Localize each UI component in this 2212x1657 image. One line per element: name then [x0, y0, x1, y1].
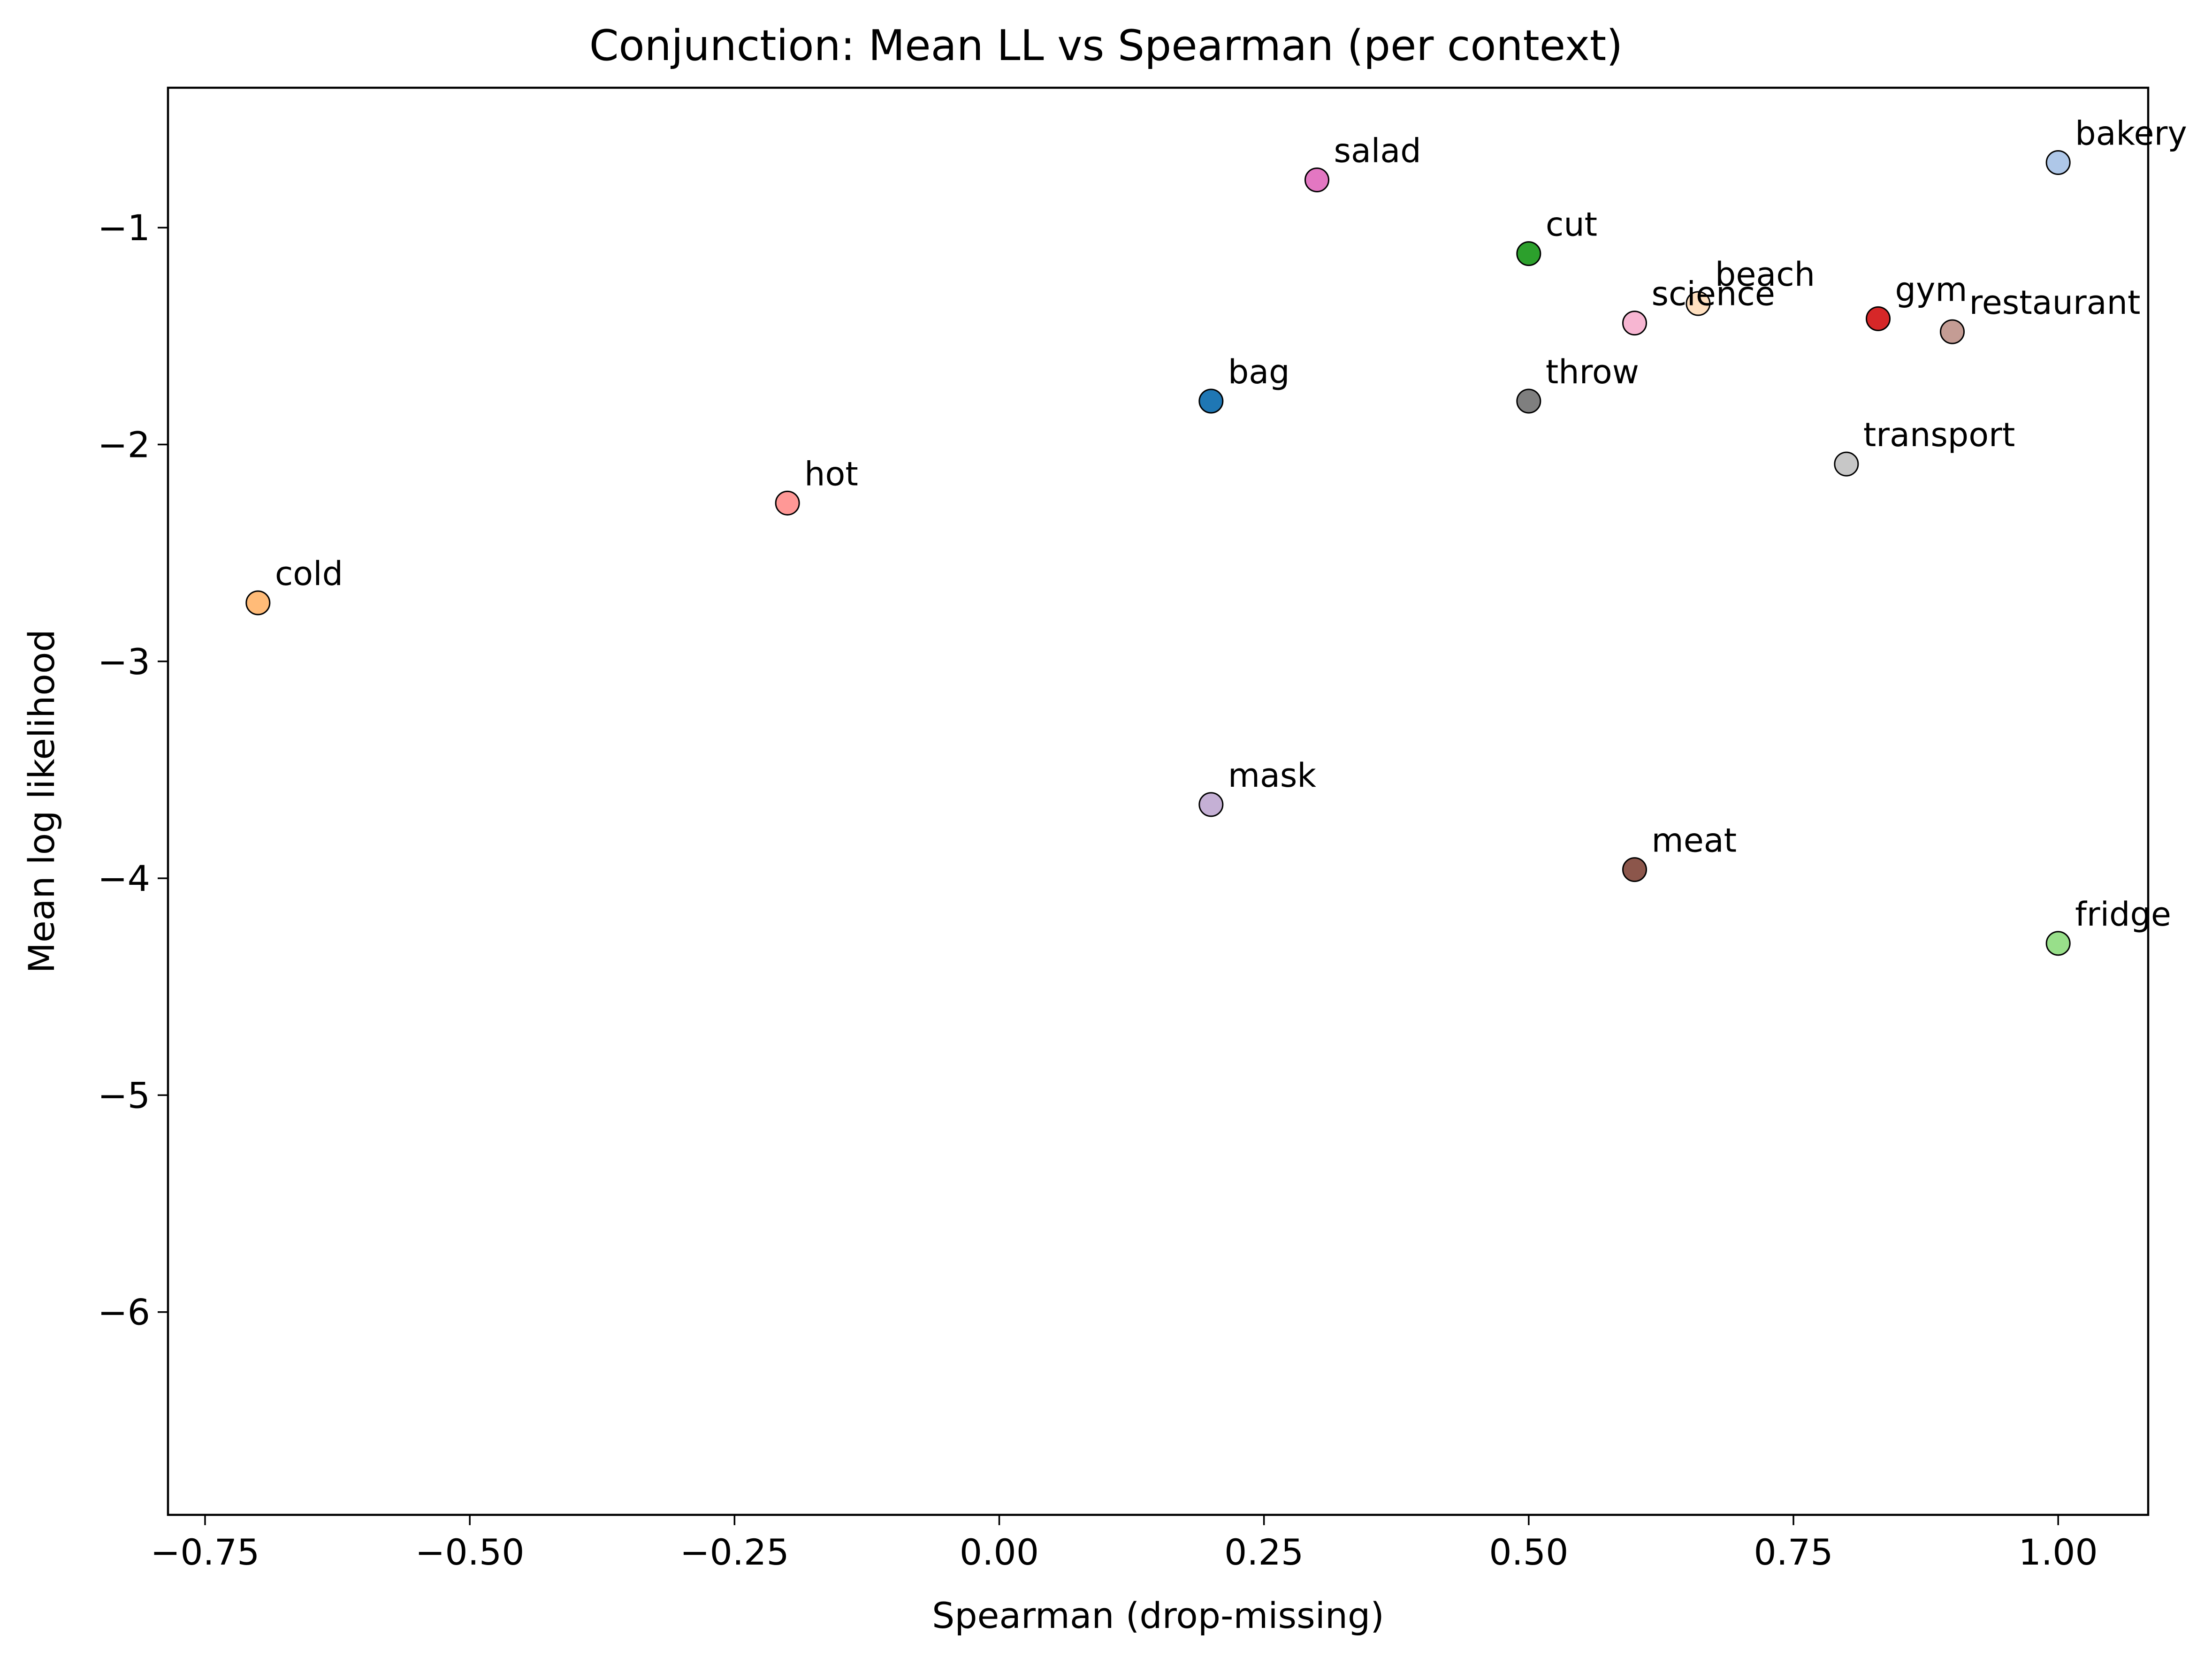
data-point-beach [1686, 291, 1711, 316]
data-point-restaurant [1940, 319, 1965, 344]
x-axis-label: Spearman (drop-missing) [932, 1595, 1384, 1636]
data-point-meat [1622, 857, 1648, 882]
x-axis: −0.75 −0.50 −0.25 0.00 0.25 0.50 0.75 1.00 [151, 1515, 2098, 1573]
chart-title: Conjunction: Mean LL vs Spearman (per co… [589, 21, 1623, 70]
data-point-cut [1516, 241, 1541, 266]
x-tick-label: 0.00 [960, 1531, 1039, 1573]
data-point-transport [1834, 451, 1859, 477]
data-point-bakery [2045, 150, 2071, 175]
point-label-throw: throw [1546, 353, 1639, 391]
x-tick-label: 0.25 [1224, 1531, 1304, 1573]
data-point-salad [1304, 167, 1330, 192]
y-tick-label: −5 [98, 1074, 150, 1116]
data-point-cold [245, 590, 271, 616]
point-label-gym: gym [1895, 270, 1968, 309]
x-tick-label: −0.75 [151, 1531, 260, 1573]
data-point-hot [775, 490, 800, 516]
point-label-transport: transport [1863, 416, 2015, 454]
x-tick-label: 1.00 [2019, 1531, 2098, 1573]
x-tick-label: 0.75 [1754, 1531, 1833, 1573]
point-label-bakery: bakery [2075, 114, 2187, 152]
y-tick-label: −3 [98, 641, 150, 683]
y-tick-label: −1 [98, 207, 150, 249]
data-point-mask [1198, 792, 1224, 817]
data-point-throw [1516, 388, 1541, 414]
data-point-gym [1866, 306, 1891, 331]
point-label-meat: meat [1652, 821, 1737, 860]
data-point-science [1622, 311, 1648, 336]
x-tick-label: −0.25 [680, 1531, 789, 1573]
point-label-fridge: fridge [2075, 895, 2171, 934]
data-point-fridge [2045, 931, 2071, 956]
point-label-hot: hot [804, 455, 858, 493]
point-label-bag: bag [1228, 353, 1290, 391]
x-tick-label: 0.50 [1489, 1531, 1568, 1573]
x-tick-label: −0.50 [415, 1531, 525, 1573]
point-label-restaurant: restaurant [1969, 283, 2141, 322]
point-label-salad: salad [1334, 131, 1421, 170]
data-point-bag [1198, 388, 1224, 414]
y-tick-label: −6 [98, 1292, 150, 1333]
point-label-beach: beach [1715, 255, 1815, 294]
y-tick-label: −4 [98, 858, 150, 899]
point-label-cold: cold [275, 555, 343, 593]
point-label-science: science [1652, 275, 1775, 313]
plot-area [167, 86, 2150, 1516]
point-label-mask: mask [1228, 756, 1317, 795]
y-axis-label: Mean log likelihood [21, 629, 62, 973]
y-axis: −1 −2 −3 −4 −5 −6 [98, 207, 168, 1333]
point-label-cut: cut [1546, 205, 1597, 244]
y-tick-label: −2 [98, 424, 150, 466]
